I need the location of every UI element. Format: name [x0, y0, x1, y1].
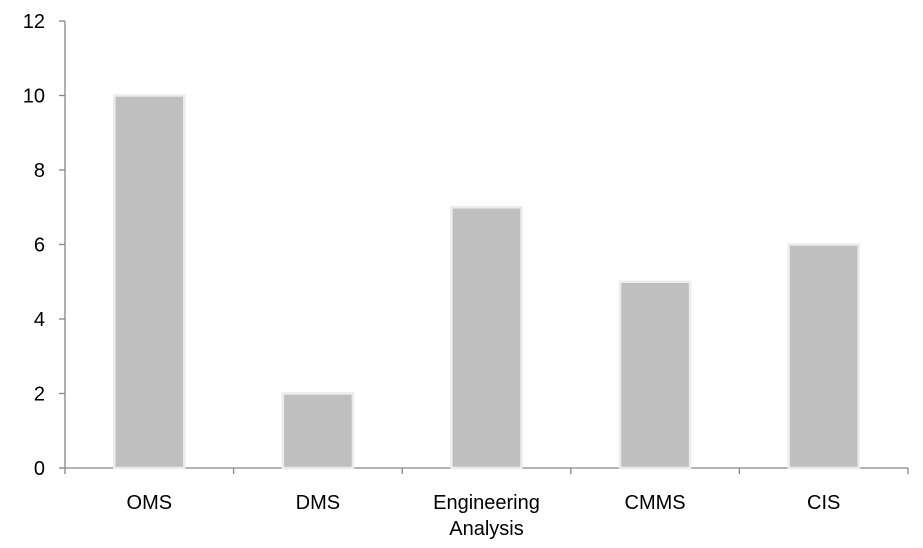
y-tick-label: 0	[34, 458, 45, 480]
x-tick-label: DMS	[296, 492, 340, 514]
x-tick-label: CIS	[807, 492, 840, 514]
bar-oms	[113, 94, 186, 470]
y-tick-label: 8	[34, 160, 45, 182]
x-axis: OMS DMS Engineering Analysis CMMS CIS	[64, 467, 909, 540]
x-tick-label-line: CMMS	[625, 492, 686, 514]
x-tick-label-line: Analysis	[449, 518, 523, 540]
bars	[113, 94, 860, 470]
y-tick-label: 12	[23, 11, 45, 33]
x-tick-label-line: Engineering	[433, 492, 540, 514]
x-tick-label-line: DMS	[296, 492, 340, 514]
y-tick-label: 10	[23, 86, 45, 108]
x-tick-label: CMMS	[625, 492, 686, 514]
x-tick-label: Engineering Analysis	[433, 492, 540, 540]
bar-engineering-analysis	[450, 206, 523, 470]
x-tick-label-line: OMS	[127, 492, 173, 514]
y-tick-label: 4	[34, 309, 45, 331]
x-tick-label: OMS	[127, 492, 173, 514]
bar-cis	[787, 243, 860, 470]
y-axis: 0 2 4 6 8 10 12	[23, 11, 66, 480]
x-tick-label-line: CIS	[807, 492, 840, 514]
y-tick-label: 2	[34, 384, 45, 406]
bar-cmms	[618, 280, 692, 470]
y-tick-label: 6	[34, 235, 45, 257]
bar-dms	[281, 392, 355, 470]
